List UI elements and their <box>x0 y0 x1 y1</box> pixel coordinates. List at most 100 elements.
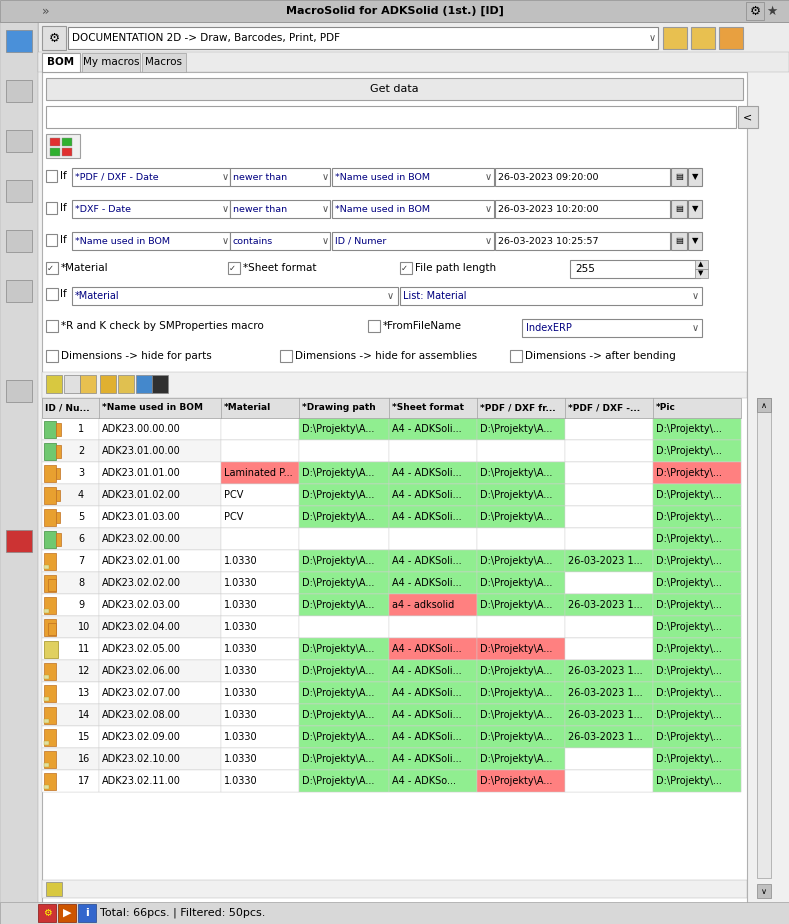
Bar <box>44 663 56 680</box>
Text: ▼: ▼ <box>692 173 698 181</box>
Bar <box>565 770 653 792</box>
Text: ★: ★ <box>766 5 778 18</box>
Bar <box>389 770 477 792</box>
Bar <box>477 484 565 506</box>
Bar <box>99 550 221 572</box>
Bar <box>44 619 56 636</box>
Text: ADK23.02.03.00: ADK23.02.03.00 <box>102 600 181 610</box>
Bar <box>44 697 49 701</box>
Bar <box>671 232 687 250</box>
Bar <box>495 168 670 186</box>
Bar <box>230 200 330 218</box>
Bar <box>688 232 702 250</box>
Bar <box>64 375 80 393</box>
Bar <box>56 445 61 458</box>
Text: *PDF / DXF fr...: *PDF / DXF fr... <box>480 404 555 412</box>
Bar <box>42 682 99 704</box>
Text: Dimensions -> hide for parts: Dimensions -> hide for parts <box>61 351 211 361</box>
Text: ✓: ✓ <box>47 263 54 273</box>
Bar <box>42 462 99 484</box>
Bar <box>44 531 56 548</box>
Bar <box>299 462 389 484</box>
Bar <box>42 572 99 594</box>
Bar <box>42 660 741 682</box>
Bar <box>757 398 771 412</box>
Text: <: < <box>743 112 753 122</box>
Bar <box>389 638 477 660</box>
Text: ID / Nu...: ID / Nu... <box>45 404 90 412</box>
Bar <box>99 418 221 440</box>
Bar <box>389 572 477 594</box>
Bar <box>38 22 789 54</box>
Bar <box>389 660 477 682</box>
Bar <box>221 572 299 594</box>
Bar <box>42 616 741 638</box>
Bar <box>477 440 565 462</box>
Text: D:\Projekty\...: D:\Projekty\... <box>656 534 722 544</box>
Text: *Sheet format: *Sheet format <box>243 263 316 273</box>
Text: ⚙: ⚙ <box>750 5 761 18</box>
Text: A4 - ADKSoli...: A4 - ADKSoli... <box>392 490 462 500</box>
Text: 9: 9 <box>78 600 84 610</box>
Text: newer than: newer than <box>233 173 287 181</box>
Bar <box>477 572 565 594</box>
Text: 6: 6 <box>78 534 84 544</box>
Text: *Name used in BOM: *Name used in BOM <box>335 204 430 213</box>
Bar <box>72 232 230 250</box>
Text: 26-03-2023 1...: 26-03-2023 1... <box>568 556 642 566</box>
Bar <box>44 675 49 679</box>
Bar <box>44 641 58 658</box>
Bar <box>99 462 221 484</box>
Bar <box>42 704 99 726</box>
Bar <box>332 232 494 250</box>
Text: 2: 2 <box>78 446 84 456</box>
Text: D:\Projekty\A...: D:\Projekty\A... <box>302 490 374 500</box>
Bar <box>230 168 330 186</box>
Text: DOCUMENTATION 2D -> Draw, Barcodes, Print, PDF: DOCUMENTATION 2D -> Draw, Barcodes, Prin… <box>72 33 340 43</box>
Bar <box>38 52 789 72</box>
Bar <box>477 462 565 484</box>
Bar <box>56 490 60 501</box>
Text: ADK23.02.06.00: ADK23.02.06.00 <box>102 666 181 676</box>
Bar <box>42 638 741 660</box>
Bar <box>477 594 565 616</box>
Bar <box>46 375 62 393</box>
Text: D:\Projekty\A...: D:\Projekty\A... <box>302 776 374 786</box>
Text: ∨: ∨ <box>222 236 229 246</box>
Bar <box>477 660 565 682</box>
Bar <box>44 685 56 702</box>
Text: D:\Projekty\...: D:\Projekty\... <box>656 666 722 676</box>
Bar <box>477 682 565 704</box>
Text: 26-03-2023 10:20:00: 26-03-2023 10:20:00 <box>498 204 599 213</box>
Text: PCV: PCV <box>224 490 243 500</box>
Text: 26-03-2023 10:25:57: 26-03-2023 10:25:57 <box>498 237 599 246</box>
Bar <box>565 440 653 462</box>
Bar <box>72 287 398 305</box>
Bar <box>6 180 32 202</box>
Bar <box>565 572 653 594</box>
Bar <box>653 660 741 682</box>
Text: ▤: ▤ <box>675 237 683 246</box>
Text: List: Material: List: Material <box>403 291 466 301</box>
Bar <box>56 533 61 546</box>
Bar <box>653 550 741 572</box>
Text: ADK23.01.00.00: ADK23.01.00.00 <box>102 446 181 456</box>
Text: D:\Projekty\...: D:\Projekty\... <box>656 688 722 698</box>
Text: A4 - ADKSoli...: A4 - ADKSoli... <box>392 666 462 676</box>
Bar <box>522 319 702 337</box>
Text: Dimensions -> after bending: Dimensions -> after bending <box>525 351 675 361</box>
Bar <box>565 484 653 506</box>
Text: D:\Projekty\...: D:\Projekty\... <box>656 644 722 654</box>
Text: ▼: ▼ <box>698 270 704 276</box>
Text: 16: 16 <box>78 754 90 764</box>
Text: ∨: ∨ <box>649 33 656 43</box>
Bar <box>299 484 389 506</box>
Bar <box>46 106 736 128</box>
Text: If: If <box>60 235 67 245</box>
Text: D:\Projekty\A...: D:\Projekty\A... <box>302 424 374 434</box>
Bar <box>565 726 653 748</box>
Bar <box>389 462 477 484</box>
Text: *Name used in BOM: *Name used in BOM <box>75 237 170 246</box>
Bar <box>299 660 389 682</box>
Text: newer than: newer than <box>233 204 287 213</box>
